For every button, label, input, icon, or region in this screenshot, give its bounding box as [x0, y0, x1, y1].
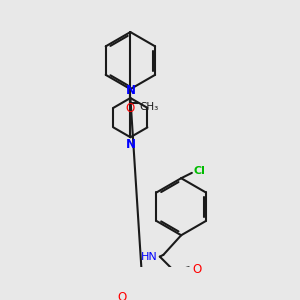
Text: O: O — [192, 262, 201, 276]
Text: CH₃: CH₃ — [139, 103, 159, 112]
Text: O: O — [118, 291, 127, 300]
Text: HN: HN — [140, 252, 157, 262]
Text: O: O — [126, 103, 135, 116]
Text: Cl: Cl — [194, 166, 206, 176]
Text: N: N — [125, 84, 135, 97]
Text: N: N — [125, 138, 135, 151]
